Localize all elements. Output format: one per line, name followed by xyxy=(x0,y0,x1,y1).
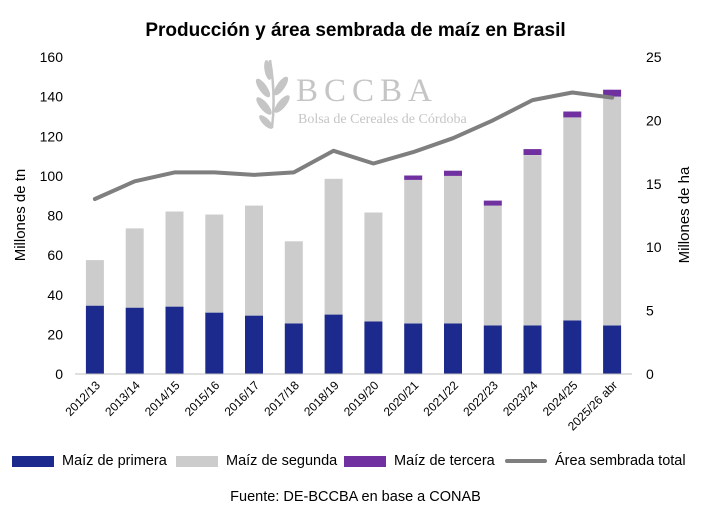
bar-segunda-11 xyxy=(523,155,542,326)
bar-primera-0 xyxy=(85,305,104,374)
x-tick-label-6: 2018/19 xyxy=(301,378,342,419)
x-tick-label-7: 2019/20 xyxy=(341,378,382,419)
legend-swatch-area xyxy=(505,459,547,463)
y2-tick-label-10: 10 xyxy=(646,239,662,255)
bar-segunda-0 xyxy=(85,260,104,306)
line-area-sembrada xyxy=(92,90,615,201)
x-tick-label-1: 2013/14 xyxy=(102,378,143,419)
legend-label-area: Área sembrada total xyxy=(555,453,686,469)
x-tick-label-5: 2017/18 xyxy=(261,378,302,419)
bar-tercera-10 xyxy=(483,200,502,206)
x-tick-label-9: 2021/22 xyxy=(421,378,462,419)
bar-primera-9 xyxy=(444,323,462,374)
y-axis-title: Millones de tn xyxy=(12,169,29,262)
y2-tick-label-20: 20 xyxy=(646,112,662,128)
legend-swatch-tercera xyxy=(344,455,386,467)
y2-tick-label-15: 15 xyxy=(646,176,662,192)
x-tick-label-11: 2023/24 xyxy=(500,378,541,419)
bar-segunda-2 xyxy=(165,211,184,307)
legend: Maíz de primera Maíz de segunda Maíz de … xyxy=(0,453,711,475)
bar-segunda-3 xyxy=(205,214,224,313)
bar-segunda-1 xyxy=(125,228,144,308)
legend-item-tercera: Maíz de tercera xyxy=(344,453,495,469)
area-line-group xyxy=(92,90,615,201)
bar-tercera-13 xyxy=(603,89,622,97)
watermark-subtitle: Bolsa de Cereales de Córdoba xyxy=(298,112,468,127)
y-tick-label-0: 0 xyxy=(55,366,63,382)
bar-segunda-10 xyxy=(483,205,502,326)
bccba-logo-watermark: BCCBA Bolsa de Cereales de Córdoba xyxy=(255,59,468,129)
chart-title: Producción y área sembrada de maíz en Br… xyxy=(145,20,566,41)
bar-tercera-11 xyxy=(523,149,542,155)
y-tick-label-20: 20 xyxy=(47,326,63,342)
x-tick-label-0: 2012/13 xyxy=(62,378,103,419)
bar-primera-11 xyxy=(523,325,542,374)
bar-segunda-8 xyxy=(404,179,423,324)
y-tick-label-120: 120 xyxy=(40,128,64,144)
x-tick-label-3: 2015/16 xyxy=(182,378,223,419)
bar-primera-3 xyxy=(205,312,224,374)
x-tick-label-8: 2020/21 xyxy=(381,378,422,419)
bar-tercera-9 xyxy=(444,170,462,176)
bar-segunda-12 xyxy=(563,117,582,321)
bar-series-group xyxy=(85,89,622,374)
bar-segunda-6 xyxy=(324,178,343,315)
y2-tick-label-5: 5 xyxy=(646,303,654,319)
bar-segunda-13 xyxy=(603,96,622,326)
legend-item-primera: Maíz de primera xyxy=(12,453,167,469)
y2-tick-label-25: 25 xyxy=(646,49,662,65)
legend-swatch-primera xyxy=(12,455,54,467)
bar-tercera-12 xyxy=(563,111,582,118)
legend-item-area: Área sembrada total xyxy=(505,453,686,469)
y2-axis-title: Millones de ha xyxy=(676,166,693,263)
y-tick-label-140: 140 xyxy=(40,89,64,105)
y-tick-label-60: 60 xyxy=(47,247,63,263)
bar-primera-2 xyxy=(165,306,184,374)
bar-primera-7 xyxy=(364,321,383,374)
bar-primera-10 xyxy=(483,325,502,374)
legend-item-segunda: Maíz de segunda xyxy=(176,453,337,469)
bar-primera-13 xyxy=(603,325,622,374)
x-tick-label-2: 2014/15 xyxy=(142,378,183,419)
legend-label-tercera: Maíz de tercera xyxy=(394,453,495,469)
bar-primera-5 xyxy=(284,323,303,374)
bar-primera-8 xyxy=(404,323,423,374)
bar-primera-4 xyxy=(245,315,263,374)
bar-segunda-7 xyxy=(364,212,383,322)
bar-primera-12 xyxy=(563,320,582,374)
axis-titles: Millones de tn Millones de ha xyxy=(12,166,693,263)
bar-segunda-9 xyxy=(444,175,462,324)
bar-tercera-8 xyxy=(404,175,423,180)
y-tick-label-100: 100 xyxy=(40,168,64,184)
bar-segunda-4 xyxy=(245,205,263,316)
legend-label-primera: Maíz de primera xyxy=(62,453,167,469)
legend-label-segunda: Maíz de segunda xyxy=(226,453,338,469)
y-tick-label-40: 40 xyxy=(47,287,63,303)
y2-tick-label-0: 0 xyxy=(646,366,654,382)
wheat-icon xyxy=(255,59,290,129)
bar-segunda-5 xyxy=(284,241,303,324)
bar-primera-6 xyxy=(324,314,343,374)
legend-swatch-segunda xyxy=(176,455,218,467)
source-note: Fuente: DE-BCCBA en base a CONAB xyxy=(230,489,481,505)
y-tick-label-160: 160 xyxy=(40,49,64,65)
bar-primera-1 xyxy=(125,307,144,374)
y-tick-label-80: 80 xyxy=(47,208,63,224)
watermark-name: BCCBA xyxy=(296,73,438,109)
x-tick-label-10: 2022/23 xyxy=(460,378,501,419)
x-tick-label-4: 2016/17 xyxy=(222,378,263,419)
